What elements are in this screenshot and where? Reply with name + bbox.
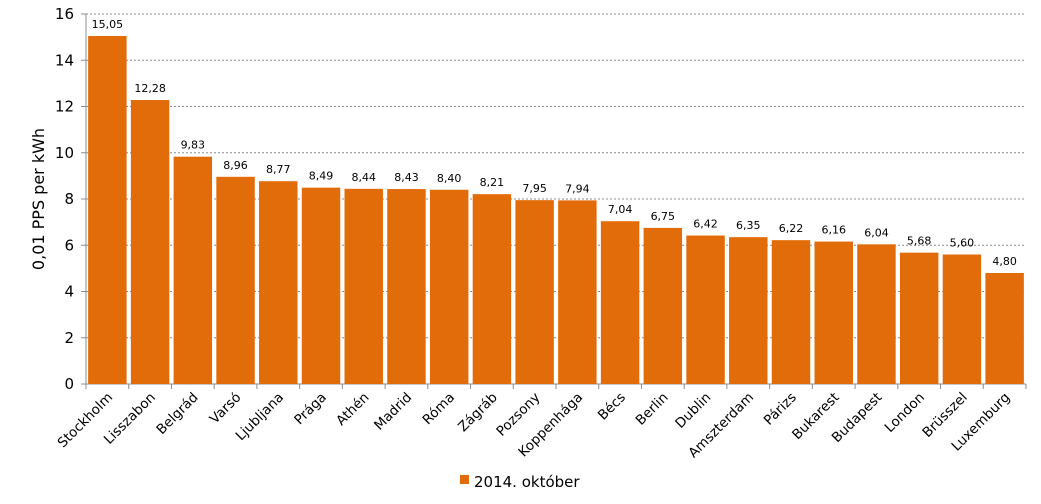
bar-value-label: 8,21 <box>480 176 505 189</box>
bar-value-label: 7,04 <box>608 203 633 216</box>
x-tick-label: Athén <box>333 390 372 429</box>
bar <box>558 200 597 384</box>
bar <box>600 221 640 384</box>
bars <box>88 35 1024 385</box>
x-tick-label: Madrid <box>371 390 415 434</box>
bar-value-label: 15,05 <box>92 18 124 31</box>
x-tick-label: Varsó <box>207 390 245 428</box>
x-tick-label: Dublin <box>672 390 714 432</box>
bar-value-label: 8,40 <box>437 172 462 185</box>
bar-value-label: 6,75 <box>651 210 676 223</box>
bar <box>88 35 127 384</box>
bar-value-label: 6,42 <box>693 218 718 231</box>
bar <box>173 156 213 384</box>
bar-value-label: 6,35 <box>736 219 761 232</box>
bar-value-label: 7,95 <box>522 182 547 195</box>
bar-value-label: 9,83 <box>181 139 206 152</box>
bar <box>771 240 811 384</box>
bar-value-label: 8,49 <box>309 170 334 183</box>
y-tick-label: 6 <box>64 236 74 254</box>
bar <box>857 244 896 384</box>
bar <box>344 188 383 384</box>
bar <box>387 189 426 384</box>
bar <box>729 237 768 384</box>
bar-value-label: 12,28 <box>134 82 166 95</box>
bar-value-label: 8,77 <box>266 163 291 176</box>
x-tick-label: Bécs <box>595 390 629 424</box>
bar-value-label: 7,94 <box>565 182 590 195</box>
bar-value-label: 8,44 <box>351 171 376 184</box>
bar-value-label: 8,96 <box>223 159 248 172</box>
y-tick-label: 10 <box>55 144 74 162</box>
legend: 2014. október <box>460 473 580 491</box>
y-tick-label: 14 <box>55 51 74 69</box>
legend-label: 2014. október <box>474 473 580 491</box>
x-tick-label: Belgrád <box>153 390 201 438</box>
x-tick-label: Párizs <box>761 390 800 429</box>
y-tick-label: 2 <box>64 329 74 347</box>
y-tick-label: 8 <box>64 190 74 208</box>
bar-value-label: 5,60 <box>950 237 975 250</box>
x-tick-label: Prága <box>291 390 330 429</box>
y-axis-title: 0,01 PPS per kWh <box>29 128 48 270</box>
x-tick-label: Róma <box>419 390 458 429</box>
legend-swatch <box>460 475 469 484</box>
bar-value-label: 6,16 <box>821 224 846 237</box>
data-labels: 15,05 12,28 9,83 8,96 8,77 8,49 8,44 8,43 8,40 8,… <box>92 18 1017 268</box>
bar <box>301 187 341 384</box>
bar-value-label: 4,80 <box>992 255 1017 268</box>
bar <box>686 235 725 384</box>
bar <box>942 254 982 384</box>
bar <box>259 181 298 384</box>
bar <box>130 100 170 385</box>
bar <box>472 194 512 384</box>
bar <box>814 241 853 384</box>
y-tick-label: 0 <box>64 375 74 393</box>
bar <box>216 176 255 384</box>
bar <box>515 200 554 384</box>
y-tick-label: 16 <box>55 5 74 23</box>
bar-value-label: 8,43 <box>394 171 419 184</box>
y-tick-label: 12 <box>55 98 74 116</box>
bar-value-label: 5,68 <box>907 235 932 248</box>
bar <box>899 252 939 384</box>
bar <box>985 273 1024 384</box>
x-tick-label: Berlin <box>633 390 672 429</box>
y-tick-label: 4 <box>64 283 74 301</box>
bar-value-label: 6,04 <box>864 226 889 239</box>
bar-value-label: 6,22 <box>779 222 804 235</box>
bar <box>643 227 683 384</box>
bar <box>429 189 469 384</box>
